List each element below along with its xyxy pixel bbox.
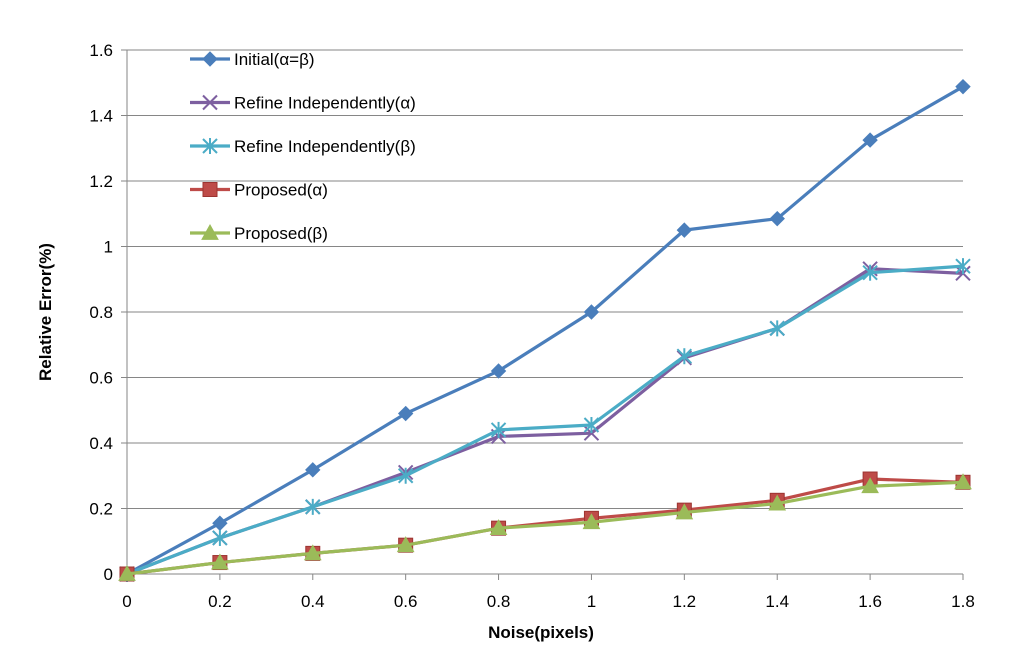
legend-marker bbox=[202, 94, 218, 111]
legend: Initial(α=β) Refine Independently(α) Refin… bbox=[190, 50, 416, 243]
data-point bbox=[397, 405, 414, 422]
x-tick-label: 1.6 bbox=[858, 592, 882, 611]
x-tick-label: 1.2 bbox=[673, 592, 697, 611]
data-point bbox=[676, 348, 693, 365]
y-tick-label: 1 bbox=[104, 238, 113, 257]
data-point bbox=[211, 553, 229, 570]
x-tick-label: 0.6 bbox=[394, 592, 418, 611]
data-point bbox=[954, 473, 972, 490]
y-axis-title: Relative Error(%) bbox=[36, 243, 55, 381]
y-tick-label: 0.4 bbox=[89, 434, 113, 453]
y-tick-label: 0 bbox=[104, 565, 113, 584]
data-point bbox=[675, 503, 694, 520]
data-point bbox=[955, 78, 971, 95]
legend-marker bbox=[202, 182, 218, 197]
series-line bbox=[126, 85, 964, 576]
data-point bbox=[396, 536, 415, 553]
x-tick-label: 1.4 bbox=[765, 592, 789, 611]
series-4 bbox=[118, 473, 972, 581]
y-tick-label: 0.8 bbox=[89, 303, 113, 322]
data-point bbox=[862, 264, 878, 281]
y-tick-labels: 0 0.2 0.4 0.6 0.8 1 1.2 1.4 1.6 bbox=[89, 41, 113, 584]
gridlines bbox=[127, 49, 963, 509]
x-tick-label: 0.4 bbox=[301, 592, 325, 611]
x-tick-label: 0 bbox=[122, 592, 131, 611]
legend-marker bbox=[201, 223, 219, 240]
y-tick-label: 1.4 bbox=[89, 107, 113, 126]
legend-item: Refine Independently(β) bbox=[190, 137, 416, 156]
data-point bbox=[490, 421, 507, 438]
legend-label: Initial(α=β) bbox=[234, 50, 315, 69]
y-tick-label: 1.6 bbox=[89, 41, 113, 60]
data-point bbox=[769, 210, 785, 227]
series-1 bbox=[119, 261, 971, 582]
legend-marker bbox=[202, 51, 218, 67]
data-point bbox=[305, 498, 321, 515]
data-point bbox=[582, 513, 601, 530]
legend-item: Proposed(β) bbox=[190, 223, 328, 243]
data-point bbox=[769, 320, 785, 337]
x-axis-title: Noise(pixels) bbox=[488, 623, 594, 642]
data-point bbox=[305, 462, 321, 478]
series-line bbox=[126, 480, 964, 576]
data-point bbox=[212, 515, 228, 531]
data-point bbox=[490, 363, 507, 379]
series-group bbox=[118, 78, 972, 582]
data-point bbox=[212, 529, 228, 546]
data-point bbox=[676, 222, 693, 238]
data-point bbox=[583, 416, 600, 433]
series-2 bbox=[119, 258, 971, 582]
axes bbox=[121, 49, 964, 580]
legend-label: Refine Independently(α) bbox=[234, 94, 416, 113]
x-tick-label: 0.8 bbox=[487, 592, 511, 611]
data-point bbox=[118, 564, 136, 581]
y-tick-label: 0.2 bbox=[89, 500, 113, 519]
y-tick-label: 0.6 bbox=[89, 369, 113, 388]
legend-label: Proposed(α) bbox=[234, 181, 328, 200]
data-point bbox=[583, 304, 600, 320]
data-point bbox=[955, 258, 971, 275]
data-point bbox=[768, 494, 787, 511]
series-line bbox=[126, 264, 964, 576]
legend-item: Proposed(α) bbox=[190, 181, 328, 200]
legend-item: Refine Independently(α) bbox=[190, 94, 416, 113]
legend-label: Refine Independently(β) bbox=[234, 137, 416, 156]
x-tick-label: 1 bbox=[587, 592, 596, 611]
data-point bbox=[397, 467, 414, 484]
data-point bbox=[489, 519, 508, 536]
legend-item: Initial(α=β) bbox=[190, 50, 315, 69]
y-tick-label: 1.2 bbox=[89, 172, 113, 191]
data-point bbox=[862, 132, 878, 148]
data-point bbox=[861, 477, 879, 494]
x-tick-label: 1.8 bbox=[951, 592, 975, 611]
x-tick-labels: 0 0.2 0.4 0.6 0.8 1 1.2 1.4 1.6 1.8 bbox=[122, 592, 975, 611]
x-tick-label: 0.2 bbox=[208, 592, 232, 611]
legend-label: Proposed(β) bbox=[234, 224, 328, 243]
data-point bbox=[303, 544, 322, 561]
legend-marker bbox=[202, 138, 218, 154]
